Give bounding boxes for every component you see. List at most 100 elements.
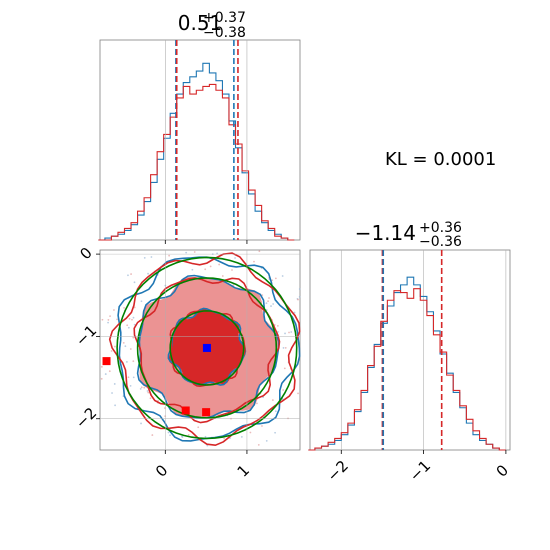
scatter-point (276, 324, 279, 327)
scatter-point (297, 298, 299, 301)
scatter-point (193, 251, 196, 253)
x-tick-label: 1 (234, 461, 253, 480)
contour-red (169, 309, 246, 388)
hist-series-red (308, 288, 506, 451)
scatter-point (256, 402, 258, 405)
scatter-point (131, 318, 133, 321)
marginal-y-title-minus: −0.36 (419, 234, 462, 250)
scatter-point (133, 281, 136, 284)
scatter-point (284, 346, 287, 349)
scatter-point (185, 251, 188, 254)
marginal-x-title-value: 0.51 (178, 11, 223, 35)
scatter-point (133, 306, 136, 309)
hist-series-blue (308, 276, 506, 451)
scatter-point (107, 319, 110, 321)
scatter-point (147, 272, 149, 275)
scatter-point (100, 377, 103, 380)
x-tick-label: 0 (493, 461, 512, 480)
scatter-point (258, 250, 261, 253)
panel-frame (309, 249, 511, 451)
scatter-point (129, 348, 132, 350)
scatter-point (169, 434, 171, 437)
scatter-point (274, 431, 276, 434)
scatter-point (123, 306, 125, 309)
scatter-point (132, 376, 135, 379)
marginal-y-title-value: −1.14 (355, 221, 416, 245)
x-tick-label: 0 (152, 461, 171, 480)
scatter-point (150, 256, 153, 258)
scatter-point (127, 326, 130, 329)
y-tick-label: 0 (76, 244, 95, 263)
scatter-point (111, 392, 113, 394)
scatter-point (218, 263, 221, 266)
scatter-point (271, 279, 274, 282)
scatter-point (168, 254, 171, 257)
scatter-point (108, 370, 111, 373)
marginal-x-title: 0.51 (178, 11, 223, 35)
scatter-point (114, 404, 116, 407)
point-marker (202, 343, 211, 352)
scatter-point (284, 332, 286, 335)
contour-red (108, 252, 301, 447)
scatter-point (265, 302, 268, 305)
scatter-point (128, 317, 131, 320)
contour-red (133, 277, 281, 424)
scatter-point (181, 435, 183, 438)
scatter-point (116, 318, 118, 321)
scatter-point (125, 361, 128, 363)
scatter-point (283, 367, 286, 370)
scatter-point (197, 426, 200, 429)
scatter-point (127, 274, 129, 277)
scatter-point (209, 265, 212, 268)
scatter-point (293, 311, 296, 314)
hist-series-red (98, 83, 295, 241)
panel-frame (99, 39, 301, 241)
x-tick-label: −2 (324, 457, 352, 485)
scatter-point (127, 376, 130, 379)
scatter-point (114, 345, 116, 348)
scatter-point (147, 391, 150, 394)
scatter-point (149, 397, 152, 400)
scatter-point (281, 275, 284, 277)
marginal-hist-y-panel: −1.14 +0.36 −0.36 −2 −1 0 (308, 220, 512, 485)
scatter-point (297, 392, 299, 395)
scatter-point (282, 347, 285, 349)
scatter-point (282, 389, 285, 391)
joint-contour-panel: 0 1 0 −1 −2 (72, 244, 301, 481)
contour-green (169, 310, 245, 386)
scatter-point (140, 422, 142, 425)
scatter-point (234, 257, 236, 259)
scatter-point (204, 435, 207, 438)
scatter-point (204, 268, 207, 271)
scatter-point (110, 350, 113, 352)
marginal-x-title-plus: +0.37 (203, 10, 246, 26)
scatter-point (261, 425, 263, 427)
scatter-point (191, 268, 194, 271)
scatter-point (277, 330, 279, 333)
point-marker (181, 406, 190, 415)
scatter-point (268, 297, 270, 299)
scatter-point (265, 439, 268, 442)
scatter-point (274, 410, 277, 413)
scatter-point (113, 383, 116, 385)
scatter-point (187, 433, 190, 436)
scatter-point (122, 341, 125, 344)
scatter-point (298, 288, 301, 290)
x-tick-label: −1 (406, 457, 434, 485)
scatter-point (100, 365, 103, 368)
scatter-point (271, 399, 274, 401)
scatter-point (113, 309, 115, 311)
scatter-point (288, 331, 290, 334)
point-marker (102, 357, 111, 366)
scatter-point (129, 384, 132, 387)
scatter-point (221, 275, 224, 277)
scatter-point (253, 260, 255, 263)
scatter-point (249, 431, 252, 434)
contour-green (136, 277, 278, 419)
scatter-point (130, 273, 132, 275)
scatter-point (140, 386, 143, 389)
scatter-point (143, 386, 146, 389)
marginal-y-title-plus: +0.36 (419, 220, 462, 236)
scatter-point (270, 305, 272, 307)
